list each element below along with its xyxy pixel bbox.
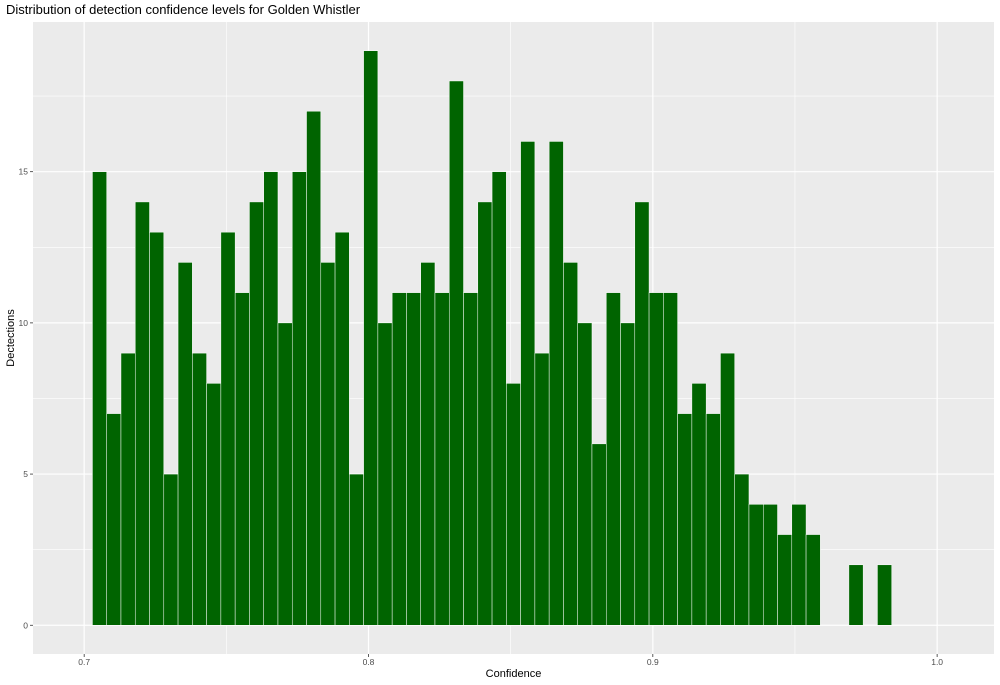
y-tick-label: 10 bbox=[19, 318, 29, 328]
histogram-bar bbox=[677, 413, 693, 626]
histogram-bar bbox=[463, 292, 479, 626]
y-tick-label: 5 bbox=[23, 469, 28, 479]
histogram-bar bbox=[406, 292, 421, 626]
histogram-bar bbox=[434, 292, 450, 626]
histogram-bar bbox=[506, 383, 521, 626]
x-axis-title: Confidence bbox=[486, 668, 542, 680]
x-tick-label: 0.9 bbox=[647, 657, 659, 667]
histogram-bar bbox=[734, 473, 750, 626]
x-tick-label: 1.0 bbox=[931, 657, 943, 667]
histogram-bar bbox=[720, 352, 735, 626]
histogram-bar bbox=[877, 564, 892, 626]
histogram-bar bbox=[263, 171, 279, 626]
histogram-bar bbox=[848, 564, 864, 626]
histogram-bar bbox=[306, 110, 322, 626]
y-axis-title: Dectections bbox=[5, 309, 17, 367]
histogram-bar bbox=[705, 413, 721, 626]
histogram-bar bbox=[177, 262, 193, 626]
histogram-bar bbox=[520, 141, 536, 626]
chart-title: Distribution of detection confidence lev… bbox=[6, 2, 361, 17]
y-axis-ticks: 0 5 10 15 bbox=[19, 167, 33, 630]
histogram-bar bbox=[377, 322, 393, 626]
histogram-bar bbox=[791, 504, 807, 626]
histogram-bar bbox=[134, 201, 150, 626]
histogram-bar bbox=[120, 352, 136, 626]
histogram-bar bbox=[420, 262, 436, 626]
histogram-bar bbox=[663, 292, 678, 626]
histogram-bar bbox=[192, 352, 207, 626]
histogram-bar bbox=[634, 201, 650, 626]
histogram-bar bbox=[206, 383, 222, 626]
histogram-bar bbox=[591, 443, 607, 626]
histogram-bar bbox=[149, 231, 165, 626]
histogram-bar bbox=[577, 322, 593, 626]
histogram-bar bbox=[220, 231, 236, 626]
histogram-bar bbox=[249, 201, 264, 626]
histogram-bar bbox=[363, 50, 379, 626]
x-tick-label: 0.8 bbox=[363, 657, 375, 667]
histogram-bar bbox=[777, 534, 793, 626]
histogram-bar bbox=[563, 262, 578, 626]
x-axis-ticks: 0.7 0.8 0.9 1.0 bbox=[78, 654, 943, 667]
histogram-bar bbox=[605, 292, 621, 626]
histogram-bar bbox=[92, 171, 107, 626]
histogram-bar bbox=[334, 231, 350, 626]
histogram-bar bbox=[448, 80, 464, 626]
histogram-bar bbox=[805, 534, 821, 626]
histogram-bar bbox=[291, 171, 307, 626]
histogram-bar bbox=[548, 141, 564, 626]
histogram-bar bbox=[277, 322, 293, 626]
histogram-bar bbox=[163, 473, 179, 626]
x-tick-label: 0.7 bbox=[78, 657, 90, 667]
histogram-bars bbox=[92, 50, 892, 626]
histogram-bar bbox=[748, 504, 764, 626]
histogram-bar bbox=[477, 201, 493, 626]
histogram-bar bbox=[320, 262, 336, 626]
histogram-bar bbox=[762, 504, 778, 626]
histogram-bar bbox=[691, 383, 707, 626]
y-tick-label: 0 bbox=[23, 620, 28, 630]
y-tick-label: 15 bbox=[19, 167, 29, 177]
histogram-bar bbox=[391, 292, 407, 626]
histogram-bar bbox=[491, 171, 507, 626]
histogram-bar bbox=[106, 413, 122, 626]
histogram-bar bbox=[620, 322, 636, 626]
histogram-bar bbox=[534, 352, 550, 626]
histogram-bar bbox=[349, 473, 364, 626]
histogram-bar bbox=[648, 292, 664, 626]
histogram-bar bbox=[234, 292, 250, 626]
